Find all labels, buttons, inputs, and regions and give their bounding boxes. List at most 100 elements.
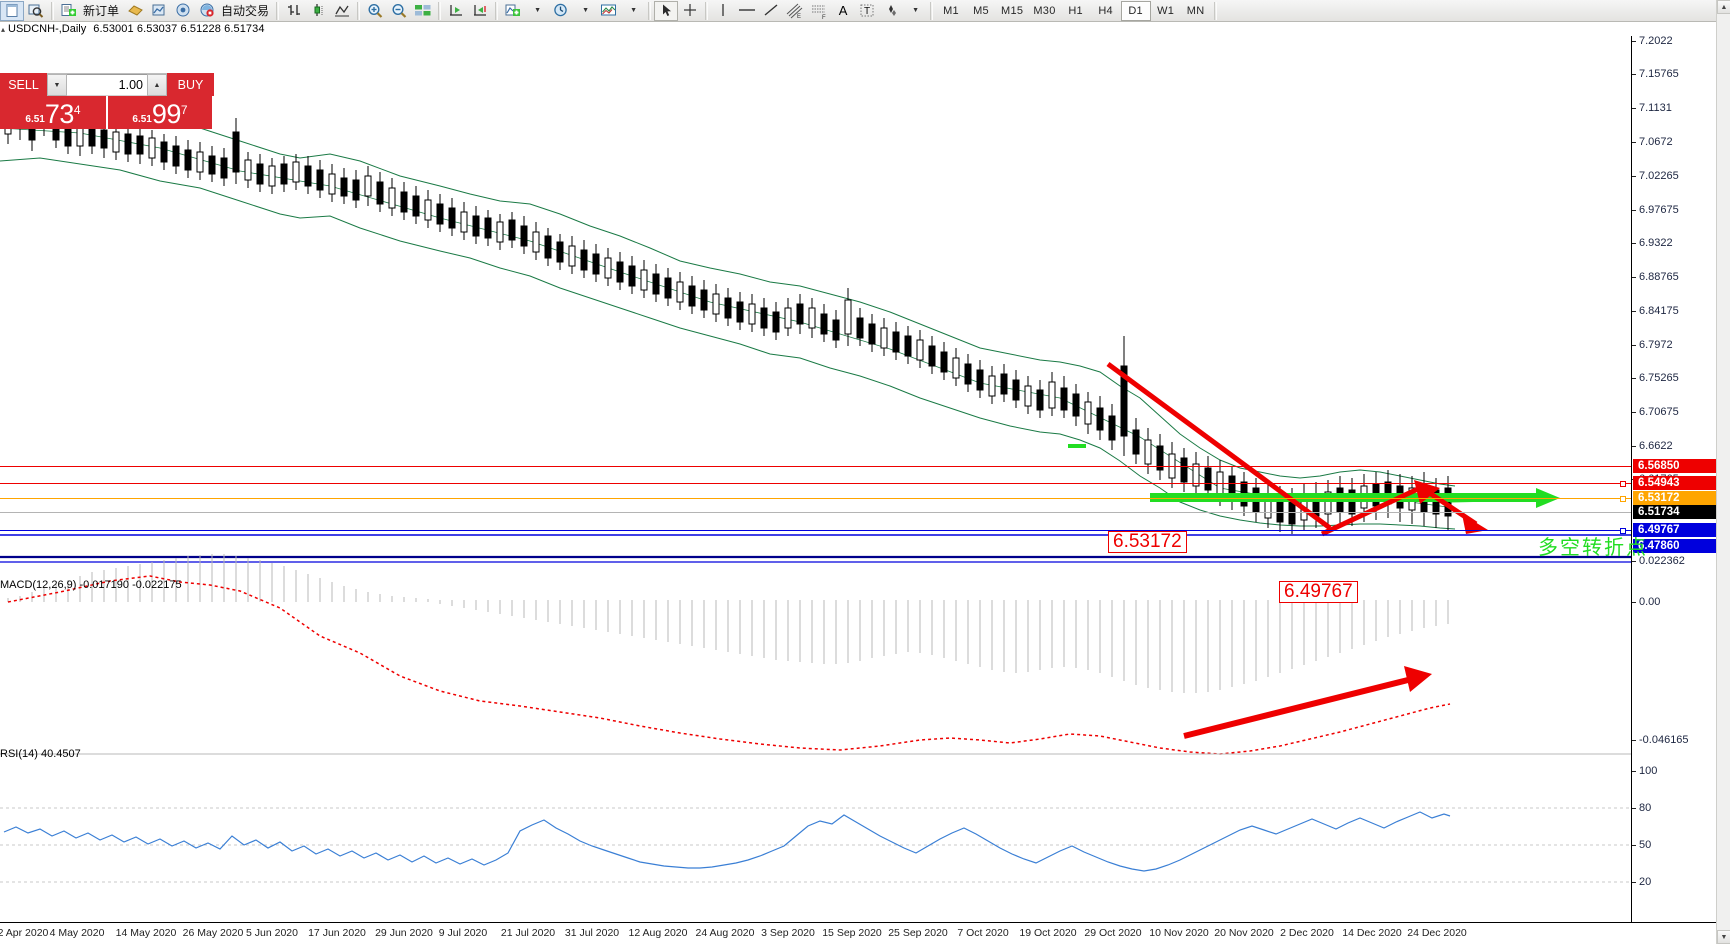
equidistant-channel-icon[interactable]: E xyxy=(783,1,807,21)
text-label-icon[interactable]: T xyxy=(855,1,879,21)
price-axis[interactable]: 7.2022 7.15765 7.1131 7.0672 7.02265 6.9… xyxy=(1631,35,1730,922)
rsi-axis-tick-80: 80 xyxy=(1632,802,1651,814)
vertical-line-icon[interactable] xyxy=(711,1,735,21)
price-badge-resistance-upper[interactable]: 6.56850 xyxy=(1633,459,1729,473)
price-level-handle[interactable] xyxy=(1620,496,1626,502)
time-tick: 2 Apr 2020 xyxy=(0,927,49,939)
fibonacci-retracement-icon[interactable]: F xyxy=(807,1,831,21)
axis-tick: 7.1131 xyxy=(1632,102,1672,114)
timeframe-m5[interactable]: M5 xyxy=(973,4,989,17)
autotrading-icon[interactable] xyxy=(195,1,219,21)
new-chart-icon[interactable] xyxy=(0,0,24,21)
period-clock-icon[interactable] xyxy=(549,1,573,21)
buy-price-main: 99 xyxy=(151,99,182,129)
timeframe-h1[interactable]: H1 xyxy=(1068,4,1083,17)
price-badge-support[interactable]: 6.49767 xyxy=(1633,523,1729,537)
time-tick: 5 Jun 2020 xyxy=(246,927,298,939)
navigator-icon[interactable] xyxy=(171,1,195,21)
macd-axis-tick-zero: 0.00 xyxy=(1632,596,1660,608)
timeframe-h4[interactable]: H4 xyxy=(1098,4,1113,17)
volume-input[interactable]: 1.00 xyxy=(67,74,147,96)
volume-decrease-icon[interactable]: ▼ xyxy=(47,74,67,96)
time-tick: 29 Oct 2020 xyxy=(1084,927,1142,939)
shapes-icon[interactable] xyxy=(879,1,903,21)
collapse-triangle-icon[interactable]: ▴ xyxy=(1,24,6,34)
bar-chart-icon[interactable] xyxy=(282,1,306,21)
timeframe-m30[interactable]: M30 xyxy=(1033,4,1056,17)
chart-canvas[interactable]: 6.53172 6.49767 多空转折点 MACD(12,26,9) -0.0… xyxy=(0,35,1730,922)
svg-text:F: F xyxy=(822,15,826,19)
new-order-label[interactable]: 新订单 xyxy=(83,4,120,18)
volume-stepper[interactable]: ▼ 1.00 ▲ xyxy=(47,73,167,96)
chevron-down-icon[interactable]: ▼ xyxy=(534,7,541,14)
tile-windows-icon[interactable] xyxy=(411,1,435,21)
sell-price-main: 73 xyxy=(44,99,75,129)
toolbar-separator xyxy=(930,1,934,20)
price-badge-current-price[interactable]: 6.51734 xyxy=(1633,505,1729,519)
current-price-line xyxy=(0,512,1631,513)
annotation-price-box-upper[interactable]: 6.53172 xyxy=(1108,531,1187,553)
svg-text:E: E xyxy=(797,14,801,19)
time-tick: 29 Jun 2020 xyxy=(375,927,433,939)
candlestick-chart-icon[interactable] xyxy=(306,1,330,21)
price-badge-pivot[interactable]: 6.53172 xyxy=(1633,491,1729,505)
price-badge-support-lower[interactable]: 6.47860 xyxy=(1633,539,1729,553)
time-tick: 14 May 2020 xyxy=(115,927,177,939)
sell-price-display[interactable]: 6.51 73 4 xyxy=(0,96,106,129)
timeframe-m15[interactable]: M15 xyxy=(1001,4,1024,17)
chevron-down-icon[interactable]: ▼ xyxy=(912,7,919,14)
annotation-price-box-lower[interactable]: 6.49767 xyxy=(1279,581,1358,603)
trendline-icon[interactable] xyxy=(759,1,783,21)
price-level-handle[interactable] xyxy=(1620,528,1626,534)
market-watch-icon[interactable] xyxy=(24,1,48,21)
text-icon[interactable]: A xyxy=(838,3,848,18)
price-level-handle[interactable] xyxy=(1620,481,1626,487)
main-toolbar: 新订单 自动交易 xyxy=(0,0,1730,22)
chevron-down-icon[interactable]: ▼ xyxy=(630,7,637,14)
toolbar-separator xyxy=(705,1,709,20)
zoom-in-icon[interactable] xyxy=(363,1,387,21)
new-order-icon[interactable] xyxy=(57,1,81,21)
time-axis[interactable]: 2 Apr 2020 4 May 2020 14 May 2020 26 May… xyxy=(0,922,1730,944)
timeframe-w1[interactable]: W1 xyxy=(1157,4,1175,17)
scroll-up-icon[interactable]: ▲ xyxy=(1717,0,1730,14)
auto-scroll-icon[interactable] xyxy=(468,1,492,21)
crosshair-icon[interactable] xyxy=(678,1,702,21)
annotation-chinese-note[interactable]: 多空转折点 xyxy=(1538,535,1648,559)
timeframe-mn[interactable]: MN xyxy=(1186,4,1205,17)
time-tick: 26 May 2020 xyxy=(182,927,244,939)
price-badge-resistance[interactable]: 6.54943 xyxy=(1633,476,1729,490)
buy-price-display[interactable]: 6.51 99 7 xyxy=(106,96,212,129)
volume-increase-icon[interactable]: ▲ xyxy=(147,74,167,96)
autotrading-label[interactable]: 自动交易 xyxy=(221,4,270,18)
line-chart-icon[interactable] xyxy=(330,1,354,21)
timeframe-d1[interactable]: D1 xyxy=(1120,0,1151,21)
templates-icon[interactable] xyxy=(597,1,621,21)
cursor-icon[interactable] xyxy=(654,0,679,21)
buy-button[interactable]: BUY xyxy=(167,73,214,96)
data-window-icon[interactable] xyxy=(147,1,171,21)
chart-shift-icon[interactable] xyxy=(444,1,468,21)
buy-price-fraction: 7 xyxy=(180,103,188,117)
buy-price-prefix: 6.51 xyxy=(132,114,152,125)
sell-button[interactable]: SELL xyxy=(0,73,47,96)
chevron-down-icon[interactable]: ▼ xyxy=(582,7,589,14)
time-tick: 14 Dec 2020 xyxy=(1342,927,1402,939)
toolbar-separator xyxy=(1213,1,1217,20)
one-click-trading-panel[interactable]: SELL ▼ 1.00 ▲ BUY 6.51 73 4 6.51 99 7 xyxy=(0,73,214,129)
zoom-out-icon[interactable] xyxy=(387,1,411,21)
sell-price-prefix: 6.51 xyxy=(25,114,45,125)
time-tick: 10 Nov 2020 xyxy=(1149,927,1209,939)
toolbar-separator xyxy=(276,1,280,20)
time-tick: 4 May 2020 xyxy=(49,927,105,939)
scroll-down-icon[interactable]: ▼ xyxy=(1717,930,1730,944)
axis-tick: 6.6622 xyxy=(1632,440,1673,452)
horizontal-line-icon[interactable] xyxy=(735,1,759,21)
timeframe-m1[interactable]: M1 xyxy=(943,4,959,17)
time-tick: 20 Nov 2020 xyxy=(1214,927,1274,939)
time-tick: 7 Oct 2020 xyxy=(957,927,1009,939)
vertical-scrollbar[interactable]: ▲ ▼ xyxy=(1716,0,1730,944)
macd-indicator-label: MACD(12,26,9) -0.017190 -0.022175 xyxy=(0,579,182,591)
indicators-icon[interactable] xyxy=(501,1,525,21)
expert-advisor-icon[interactable] xyxy=(123,1,147,21)
